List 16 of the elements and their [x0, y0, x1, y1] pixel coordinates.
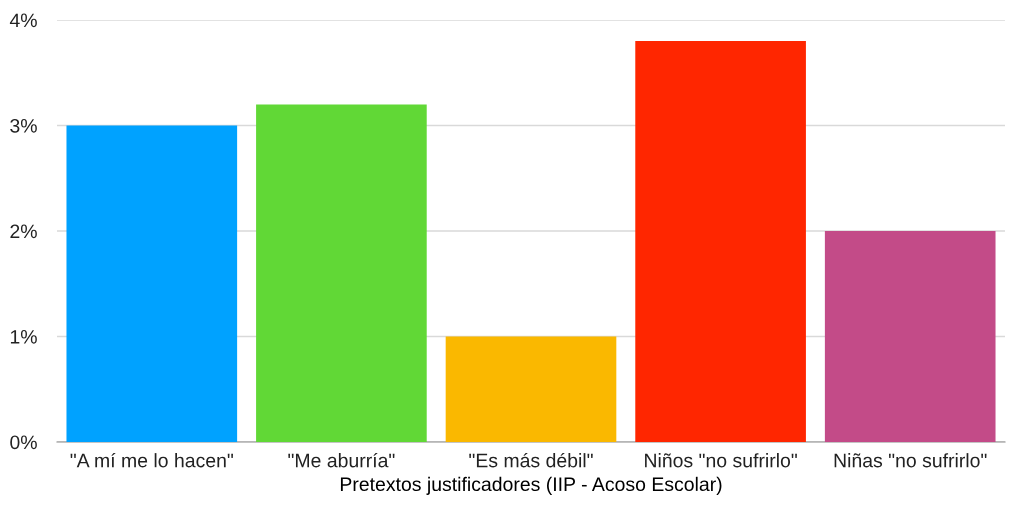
bar	[635, 41, 806, 442]
x-tick-label: Niños "no sufrirlo"	[645, 453, 797, 468]
bar	[256, 104, 427, 442]
x-tick-label: "A mí me lo hacen"	[70, 452, 233, 468]
y-tick-label: 0%	[10, 435, 37, 450]
y-tick-label: 4%	[9, 13, 37, 28]
y-tick-label: 2%	[10, 224, 37, 239]
x-tick-label: Niñas "no sufrirlo"	[834, 453, 987, 468]
x-tick-label: "Es más débil"	[469, 452, 593, 468]
x-tick-label: "Me aburría"	[288, 452, 395, 468]
bar	[445, 336, 617, 442]
x-axis-title: Pretextos justificadores (IIP - Acoso Escolar)	[340, 476, 722, 495]
bar	[66, 125, 238, 442]
y-tick-label: 1%	[10, 330, 37, 344]
y-tick-label: 3%	[10, 118, 37, 133]
bar	[824, 231, 996, 442]
